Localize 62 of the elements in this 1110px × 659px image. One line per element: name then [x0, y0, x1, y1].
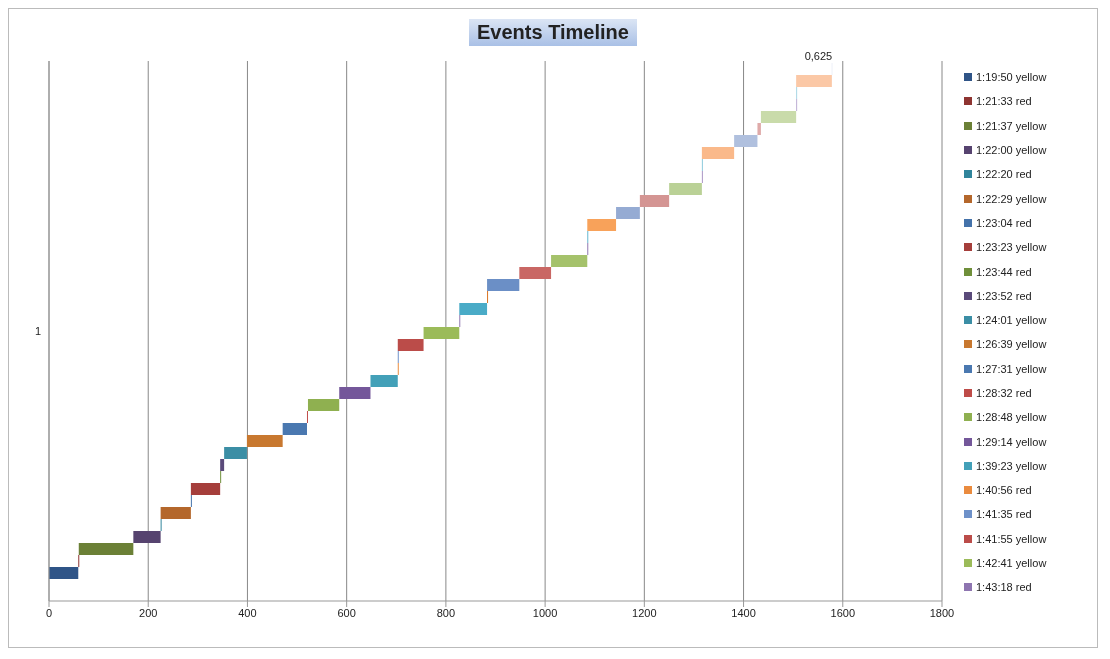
bar — [78, 543, 134, 555]
x-tick-label: 800 — [436, 606, 456, 619]
x-tick-label: 0 — [45, 606, 53, 619]
y-tick-label: 1 — [34, 324, 41, 337]
bar — [282, 423, 307, 435]
bar — [370, 375, 398, 387]
x-tick-label: 200 — [139, 606, 158, 619]
x-tick-label: 1200 — [632, 606, 657, 619]
bar — [701, 147, 735, 159]
bar — [760, 111, 797, 123]
legend-label: 1:23:04 red — [976, 216, 1032, 229]
bar — [796, 75, 832, 87]
x-tick-label: 1600 — [830, 606, 856, 619]
legend-label: 1:19:50 yellow — [976, 71, 1047, 84]
legend-label: 1:22:00 yellow — [976, 144, 1047, 157]
legend-label: 1:27:31 yellow — [976, 362, 1047, 375]
bar — [190, 483, 221, 495]
legend-label: 1:41:55 yellow — [976, 532, 1047, 545]
bar — [616, 207, 640, 219]
bar — [487, 279, 520, 291]
x-tick-label: 1000 — [532, 606, 558, 619]
bar — [551, 255, 588, 267]
legend-label: 1:29:14 yellow — [976, 435, 1047, 448]
bar — [397, 339, 424, 351]
legend-label: 1:21:37 yellow — [976, 119, 1047, 132]
bar — [669, 183, 702, 195]
legend-label: 1:41:35 red — [976, 508, 1032, 521]
x-tick-label: 1800 — [929, 606, 955, 619]
x-tick-label: 600 — [337, 606, 356, 619]
bar — [307, 399, 340, 411]
bar — [220, 459, 225, 471]
x-tick-label: 1400 — [731, 606, 756, 619]
chart-title: Events Timeline — [469, 19, 637, 46]
legend-label: 1:22:20 red — [976, 168, 1032, 181]
legend-label: 1:23:52 red — [976, 289, 1032, 302]
bar — [519, 267, 552, 279]
bar — [339, 387, 371, 399]
bar — [160, 507, 191, 519]
data-label: 0,625 — [804, 50, 833, 62]
bar — [639, 195, 670, 207]
legend-label: 1:43:18 red — [976, 581, 1032, 594]
bar — [133, 531, 161, 543]
legend-label: 1:23:23 yellow — [976, 241, 1047, 254]
bar — [757, 123, 761, 135]
legend-label: 1:39:23 yellow — [976, 459, 1047, 472]
bar — [224, 447, 247, 459]
legend-label: 1:22:29 yellow — [976, 192, 1047, 205]
legend-label: 1:40:56 red — [976, 484, 1032, 497]
legend-label: 1:42:41 yellow — [976, 557, 1047, 570]
bar — [49, 567, 79, 579]
bar — [423, 327, 460, 339]
bar — [459, 303, 488, 315]
legend-label: 1:28:48 yellow — [976, 411, 1047, 424]
legend-label: 1:24:01 yellow — [976, 314, 1047, 327]
bar — [246, 435, 283, 447]
x-tick-label: 400 — [238, 606, 257, 619]
legend-label: 1:21:33 red — [976, 95, 1032, 108]
legend-label: 1:23:44 red — [976, 265, 1032, 278]
legend-label: 1:26:39 yellow — [976, 338, 1047, 351]
legend-label: 1:28:32 red — [976, 387, 1032, 399]
bar — [734, 135, 758, 147]
bar — [587, 219, 617, 231]
